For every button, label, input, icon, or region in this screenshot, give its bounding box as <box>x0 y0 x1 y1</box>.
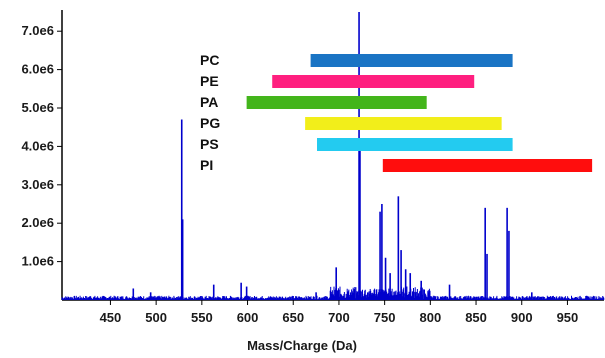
x-tick-label: 750 <box>374 310 396 325</box>
lipid-class-ranges: PC PE PA PG PS PI <box>200 52 593 173</box>
x-tick-label: 700 <box>328 310 350 325</box>
x-tick-label: 450 <box>100 310 122 325</box>
y-tick-label: 1.0e6 <box>21 254 54 269</box>
range-bar-pg <box>305 117 502 130</box>
y-tick-label: 2.0e6 <box>21 215 54 230</box>
x-axis-label: Mass/Charge (Da) <box>247 338 357 353</box>
y-tick-label: 5.0e6 <box>21 100 54 115</box>
range-bar-ps <box>317 138 513 151</box>
y-tick-label: 3.0e6 <box>21 177 54 192</box>
spectrum-baseline <box>61 286 605 300</box>
range-bar-pi <box>382 159 593 172</box>
axes <box>61 10 604 301</box>
y-tick-label: 4.0e6 <box>21 138 54 153</box>
x-axis-ticks: 450 500 550 600 650 700 750 800 850 900 950 <box>100 300 579 325</box>
x-tick-label: 500 <box>145 310 167 325</box>
range-label-ps: PS <box>200 136 219 152</box>
x-tick-label: 600 <box>237 310 259 325</box>
range-label-pe: PE <box>200 73 219 89</box>
x-tick-label: 900 <box>511 310 533 325</box>
y-axis-ticks: 1.0e6 2.0e6 3.0e6 4.0e6 5.0e6 6.0e6 7.0e6 <box>21 23 62 269</box>
x-tick-label: 800 <box>419 310 441 325</box>
y-tick-label: 6.0e6 <box>21 62 54 77</box>
x-tick-label: 550 <box>191 310 213 325</box>
range-label-pa: PA <box>200 94 218 110</box>
range-label-pc: PC <box>200 52 219 68</box>
range-bar-pe <box>272 75 475 88</box>
range-label-pi: PI <box>200 157 213 173</box>
spectrum-series <box>61 12 605 300</box>
x-tick-label: 850 <box>465 310 487 325</box>
x-tick-label: 950 <box>557 310 579 325</box>
range-bar-pc <box>310 54 513 67</box>
x-tick-label: 650 <box>282 310 304 325</box>
range-bar-pa <box>246 96 427 109</box>
range-label-pg: PG <box>200 115 220 131</box>
y-tick-label: 7.0e6 <box>21 23 54 38</box>
